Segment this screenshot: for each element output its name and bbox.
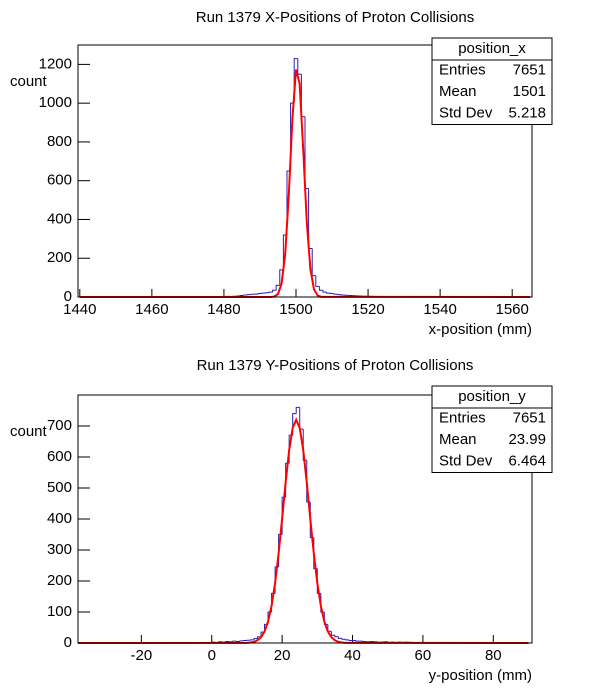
y-tick-label: 200 xyxy=(47,572,72,589)
y-tick-label: 600 xyxy=(47,172,72,189)
frame xyxy=(77,44,533,298)
x-axis-label: y-position (mm) xyxy=(429,667,532,684)
fit-curve xyxy=(77,417,529,644)
frame xyxy=(77,394,533,644)
histogram-bin xyxy=(336,294,342,296)
y-tick-label: 200 xyxy=(47,249,72,266)
stats-label: Entries xyxy=(439,410,486,427)
histogram-bin xyxy=(322,290,327,293)
histogram-bin xyxy=(308,188,313,250)
stats-label: Std Dev xyxy=(439,105,493,122)
stats-value: 7651 xyxy=(513,410,546,427)
x-tick-label: 1440 xyxy=(63,301,96,318)
fit-curve xyxy=(79,69,531,298)
histogram-bin xyxy=(341,638,346,640)
stats-label: Entries xyxy=(439,62,486,79)
x-tick-label: 40 xyxy=(344,647,361,664)
stats-title: position_y xyxy=(458,388,526,405)
histogram-bin xyxy=(299,407,304,430)
x-tick-label: 20 xyxy=(274,647,291,664)
x-tick-label: 1540 xyxy=(423,301,456,318)
histogram-bin xyxy=(311,248,316,277)
y-tick-label: 0 xyxy=(64,288,72,305)
histogram-bin xyxy=(268,291,273,293)
histogram-bin xyxy=(348,639,353,642)
stats-value: 23.99 xyxy=(508,431,546,448)
y-tick-label: 1000 xyxy=(39,94,72,111)
stats-value: 6.464 xyxy=(508,453,546,470)
histogram-bin xyxy=(256,636,262,639)
histogram-bin xyxy=(337,636,342,639)
stats-value: 1501 xyxy=(513,83,546,100)
histogram-bin xyxy=(302,429,307,461)
x-tick-label: 1480 xyxy=(207,301,240,318)
stats-label: Std Dev xyxy=(439,453,493,470)
stats-box xyxy=(431,385,553,473)
histogram-bin xyxy=(330,631,335,636)
histogram-bin xyxy=(272,289,277,293)
y-tick-label: 400 xyxy=(47,510,72,527)
stats-label: Mean xyxy=(439,431,477,448)
y-tick-label: 700 xyxy=(47,417,72,434)
histogram-bin xyxy=(239,640,244,642)
histogram-bin xyxy=(355,640,360,642)
y-tick-label: 500 xyxy=(47,479,72,496)
x-tick-label: 1520 xyxy=(351,301,384,318)
histogram-bin xyxy=(279,269,284,286)
y-tick-label: 600 xyxy=(47,448,72,465)
y-tick-label: 1200 xyxy=(39,55,72,72)
stats-label: Mean xyxy=(439,83,477,100)
y-tick-label: 300 xyxy=(47,541,72,558)
stats-title: position_x xyxy=(458,40,526,57)
stats-box xyxy=(431,37,553,125)
histogram-bin xyxy=(295,406,300,414)
x-tick-label: -20 xyxy=(131,647,153,664)
y-tick-label: 800 xyxy=(47,133,72,150)
histogram-bin xyxy=(275,284,280,291)
histogram-bin xyxy=(334,635,339,638)
y-axis-label: count xyxy=(10,73,48,90)
histogram-bin xyxy=(257,293,262,295)
histogram-bin xyxy=(333,293,338,295)
chart-title: Run 1379 Y-Positions of Proton Collision… xyxy=(197,357,474,374)
chart-title: Run 1379 X-Positions of Proton Collision… xyxy=(196,9,474,26)
histogram-bin xyxy=(318,286,324,291)
x-tick-label: 1560 xyxy=(495,301,528,318)
x-tick-label: 80 xyxy=(485,647,502,664)
histogram-bin xyxy=(232,640,237,642)
stats-value: 5.218 xyxy=(508,105,546,122)
histogram-bin xyxy=(315,275,320,287)
histogram-bin xyxy=(344,639,349,641)
y-axis-label: count xyxy=(10,423,48,440)
x-tick-label: 60 xyxy=(415,647,432,664)
histogram-bin xyxy=(297,58,302,75)
y-tick-label: 0 xyxy=(64,634,72,651)
x-tick-label: 0 xyxy=(208,647,216,664)
y-tick-label: 100 xyxy=(47,603,72,620)
histogram-bin xyxy=(326,292,331,294)
histogram-bin xyxy=(253,638,258,640)
histogram-bin xyxy=(239,294,244,297)
stats-value: 7651 xyxy=(513,62,546,79)
y-tick-label: 400 xyxy=(47,210,72,227)
x-axis-label: x-position (mm) xyxy=(429,321,532,338)
x-tick-label: 1500 xyxy=(279,301,312,318)
x-tick-label: 1460 xyxy=(135,301,168,318)
